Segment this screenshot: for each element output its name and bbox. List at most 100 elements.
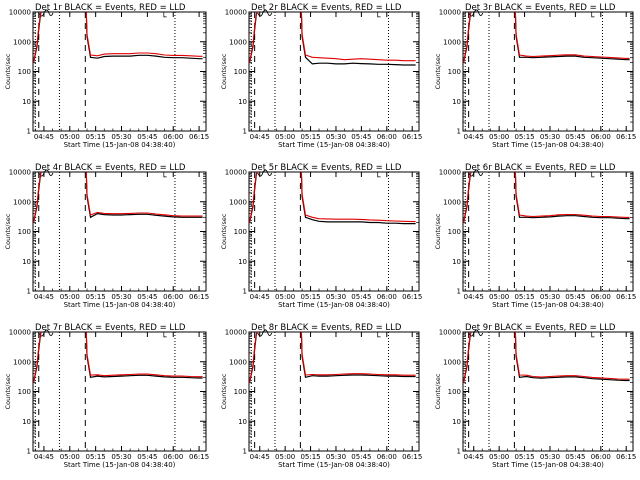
x-tick-label: 05:45 <box>351 133 371 141</box>
x-tick-label: 04:45 <box>250 293 270 301</box>
series-group <box>33 332 203 383</box>
squiggle-marker <box>468 169 484 177</box>
y-tick-label: 10000 <box>439 9 461 17</box>
y-tick-label: 1 <box>27 448 31 456</box>
plot-frame <box>32 331 207 452</box>
panel-title: Det 1r BLACK = Events, RED = LLD <box>35 3 186 13</box>
squiggle-marker <box>38 329 54 337</box>
x-tick-label: 05:00 <box>489 293 509 301</box>
x-axis-label: Start Time (15-Jan-08 04:38:40) <box>64 301 176 309</box>
y-axis-label: Counts/sec <box>220 213 228 249</box>
x-tick-label: 05:45 <box>565 133 585 141</box>
series-line-events <box>463 172 630 223</box>
x-tick-label: 05:15 <box>514 293 534 301</box>
l-marker: └ <box>161 11 167 23</box>
y-tick-label: 10 <box>238 98 247 106</box>
y-axis-label: Counts/sec <box>4 213 12 249</box>
y-tick-label: 1000 <box>443 38 461 46</box>
y-tick-label: 10 <box>238 258 247 266</box>
plot-frame <box>32 11 207 132</box>
series-line-lld <box>463 332 630 383</box>
squiggle-marker <box>257 169 273 177</box>
x-axis-label: Start Time (15-Jan-08 04:38:40) <box>492 461 604 469</box>
x-tick-label: 04:45 <box>250 453 270 461</box>
squiggle-marker <box>38 169 54 177</box>
panel-8: Det 8r BLACK = Events, RED = LLD Counts/s… <box>220 323 422 469</box>
panel-2: Det 2r BLACK = Events, RED = LLD Counts/s… <box>220 3 422 149</box>
x-tick-label: 05:15 <box>300 133 320 141</box>
series-line-lld <box>249 332 416 383</box>
series-line-lld <box>33 12 203 63</box>
series-line-events <box>463 332 630 383</box>
x-tick-label: 05:00 <box>275 453 295 461</box>
panel-title: Det 7r BLACK = Events, RED = LLD <box>35 323 186 333</box>
x-axis-label: Start Time (15-Jan-08 04:38:40) <box>64 461 176 469</box>
x-tick-label: 04:45 <box>464 133 484 141</box>
x-tick-label: 05:45 <box>351 293 371 301</box>
x-tick-label: 05:30 <box>540 453 560 461</box>
panel-title: Det 3r BLACK = Events, RED = LLD <box>465 3 616 13</box>
y-tick-label: 1 <box>243 288 247 296</box>
panel-title: Det 2r BLACK = Events, RED = LLD <box>251 3 402 13</box>
x-tick-label: 05:15 <box>514 133 534 141</box>
series-group <box>463 172 630 223</box>
series-group <box>463 332 630 383</box>
series-group <box>463 12 630 63</box>
panel-6: Det 6r BLACK = Events, RED = LLD Counts/s… <box>434 163 636 309</box>
y-tick-label: 1000 <box>13 358 31 366</box>
series-group <box>33 172 203 223</box>
y-tick-label: 10 <box>22 258 31 266</box>
x-tick-label: 05:15 <box>86 453 106 461</box>
y-tick-label: 100 <box>448 388 461 396</box>
plot-frame <box>462 331 634 452</box>
plot-frame <box>248 11 420 132</box>
x-tick-label: 06:00 <box>377 293 397 301</box>
series-line-lld <box>463 172 630 223</box>
y-axis-label: Counts/sec <box>220 53 228 89</box>
x-tick-label: 05:30 <box>540 133 560 141</box>
x-tick-label: 05:30 <box>326 453 346 461</box>
series-line-events <box>33 172 203 223</box>
x-tick-label: 06:00 <box>591 133 611 141</box>
series-group <box>249 172 416 225</box>
x-tick-label: 05:15 <box>514 453 534 461</box>
x-tick-label: 06:15 <box>616 293 636 301</box>
squiggle-marker <box>468 329 484 337</box>
plot-frame <box>32 171 207 292</box>
panel-title: Det 8r BLACK = Events, RED = LLD <box>251 323 402 333</box>
x-tick-label: 06:15 <box>189 133 209 141</box>
y-axis-label: Counts/sec <box>4 373 12 409</box>
y-tick-label: 100 <box>234 228 247 236</box>
panel-5: Det 5r BLACK = Events, RED = LLD Counts/s… <box>220 163 422 309</box>
y-tick-label: 1000 <box>443 198 461 206</box>
y-axis-label: Counts/sec <box>4 53 12 89</box>
series-line-lld <box>33 172 203 223</box>
y-tick-label: 1000 <box>229 198 247 206</box>
plot-frame <box>248 331 420 452</box>
series-line-events <box>249 172 416 225</box>
series-line-events <box>33 12 203 63</box>
x-tick-label: 06:00 <box>591 293 611 301</box>
panel-7: Det 7r BLACK = Events, RED = LLD Counts/s… <box>4 323 209 469</box>
series-group <box>249 12 416 66</box>
y-tick-label: 1000 <box>229 38 247 46</box>
panel-1: Det 1r BLACK = Events, RED = LLD Counts/s… <box>4 3 209 149</box>
x-tick-label: 05:15 <box>86 293 106 301</box>
series-line-lld <box>33 332 203 383</box>
x-axis-label: Start Time (15-Jan-08 04:38:40) <box>492 141 604 149</box>
y-axis-label: Counts/sec <box>434 373 442 409</box>
x-axis-label: Start Time (15-Jan-08 04:38:40) <box>278 461 390 469</box>
x-tick-label: 04:45 <box>464 293 484 301</box>
l-marker: └ <box>161 331 167 343</box>
y-tick-label: 1 <box>243 128 247 136</box>
l-marker: └ <box>375 331 381 343</box>
x-tick-label: 06:15 <box>189 293 209 301</box>
plot-frame <box>462 11 634 132</box>
x-tick-label: 06:00 <box>377 133 397 141</box>
panel-4: Det 4r BLACK = Events, RED = LLD Counts/s… <box>4 163 209 309</box>
x-tick-label: 04:45 <box>34 453 54 461</box>
x-tick-label: 05:30 <box>326 133 346 141</box>
y-tick-label: 10 <box>22 98 31 106</box>
x-tick-label: 05:45 <box>137 293 157 301</box>
x-tick-label: 05:45 <box>565 293 585 301</box>
